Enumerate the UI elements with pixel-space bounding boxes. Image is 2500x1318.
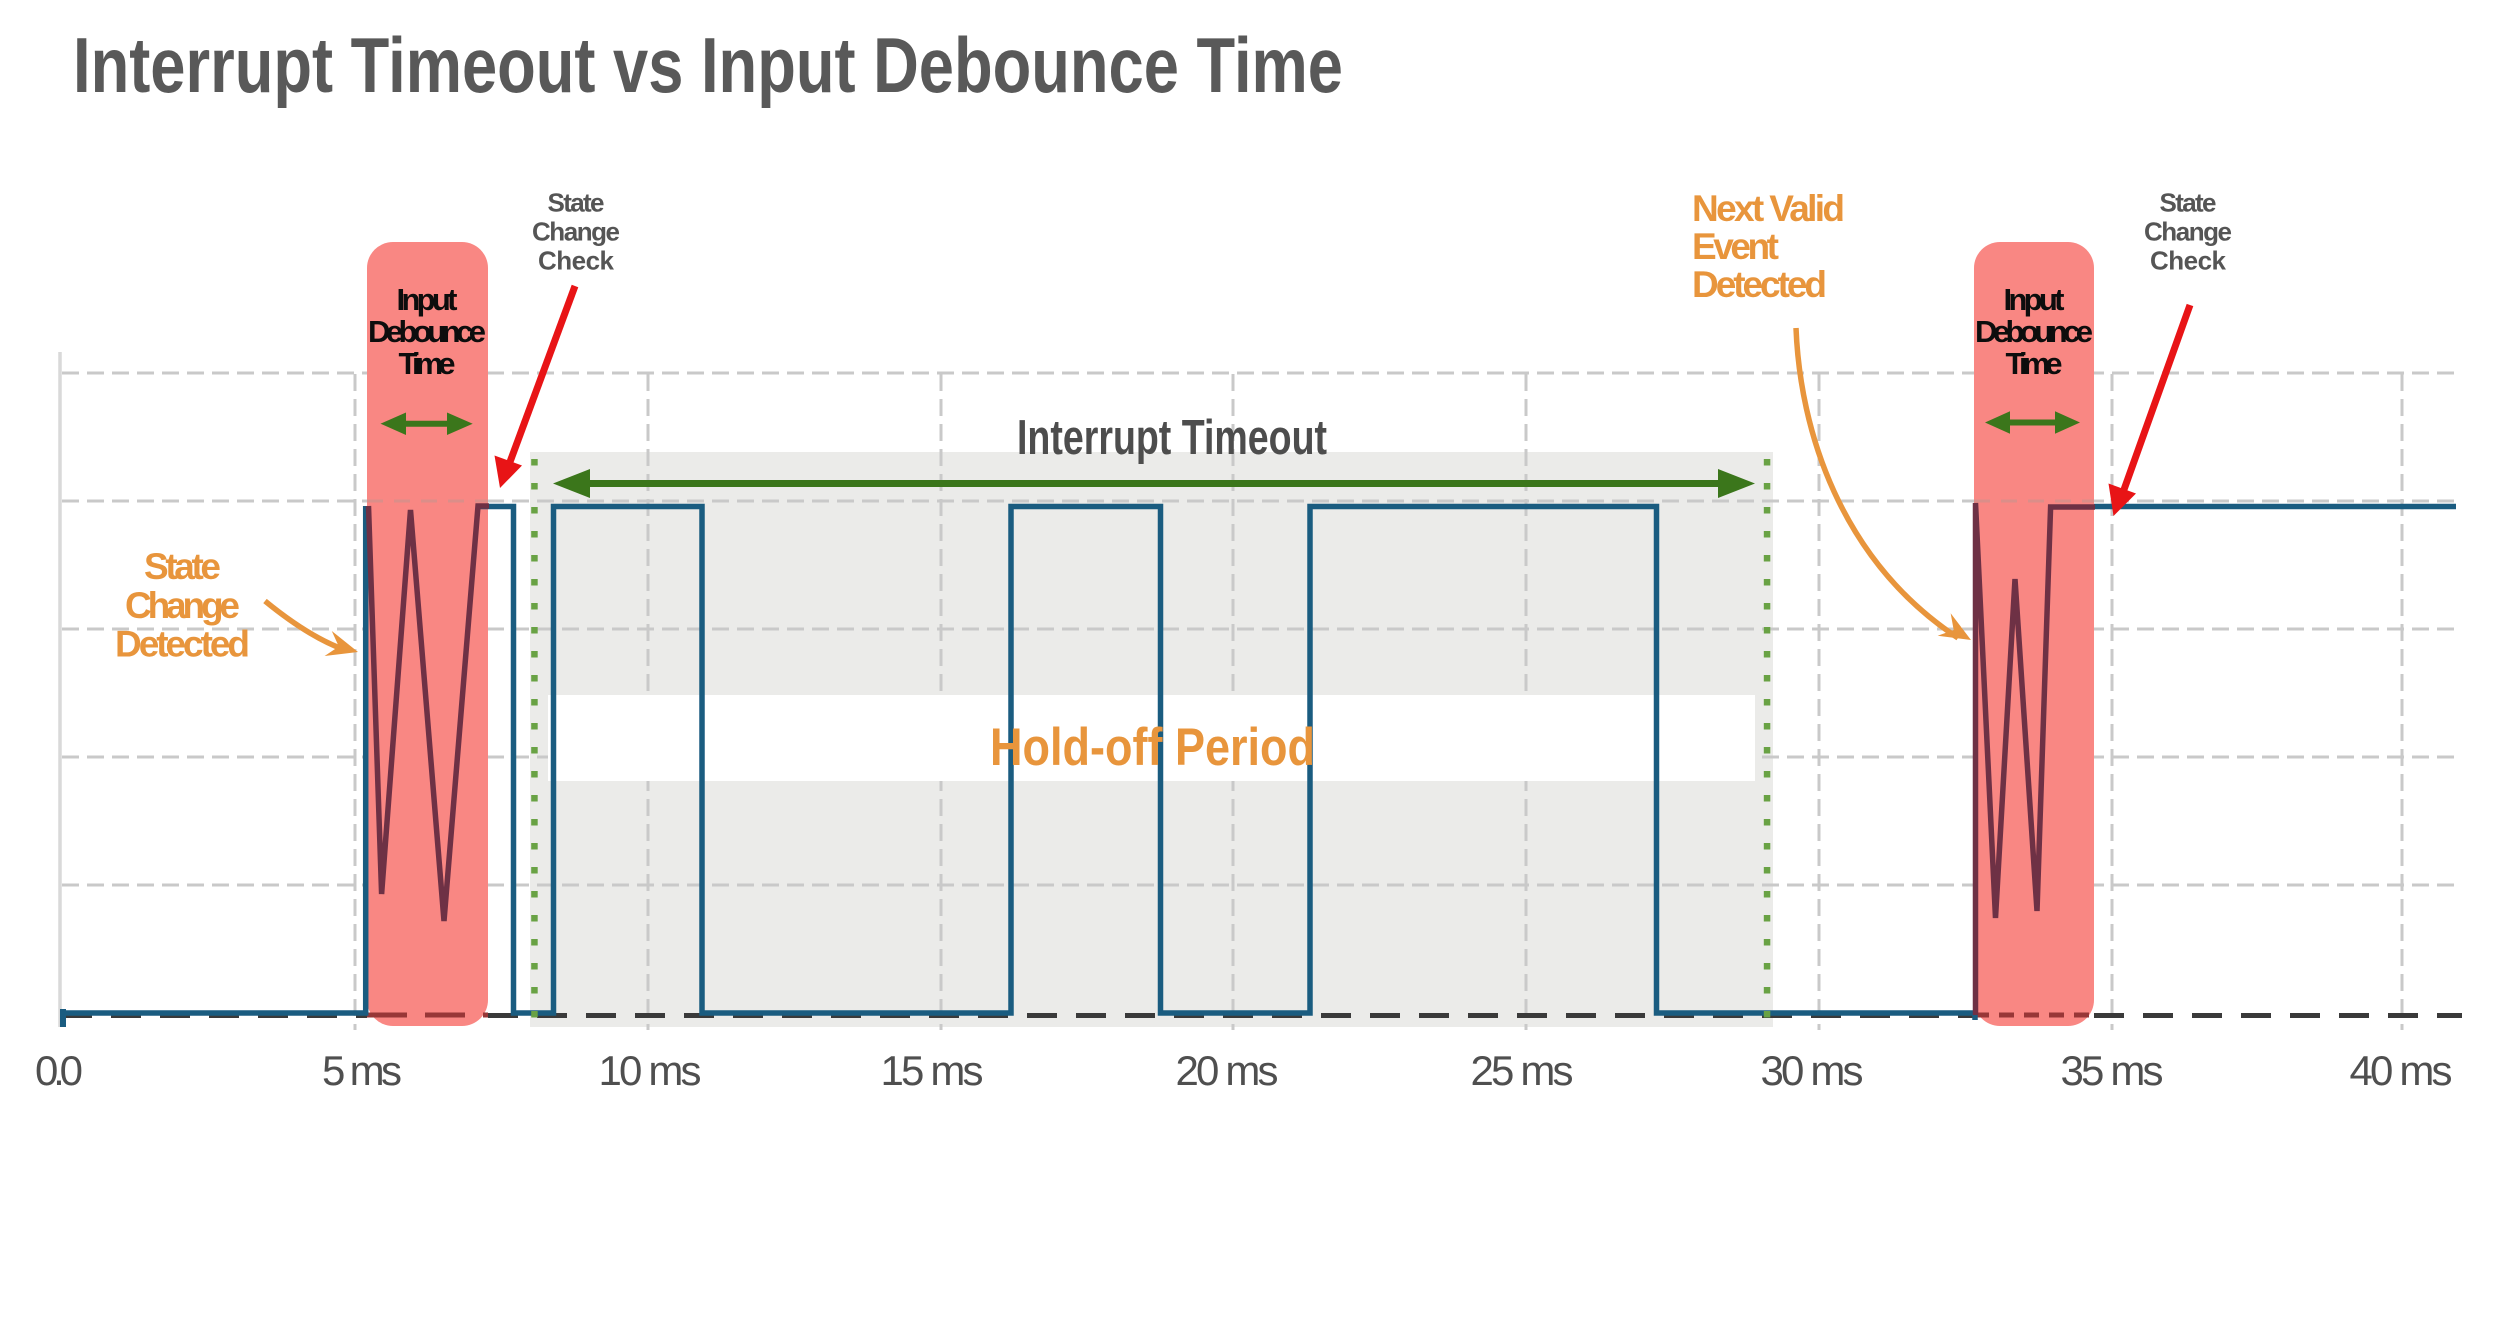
svg-text:Input: Input xyxy=(2004,282,2065,317)
svg-text:35 ms: 35 ms xyxy=(2061,1047,2164,1094)
svg-text:Interrupt Timeout vs Input Deb: Interrupt Timeout vs Input Debounce Time xyxy=(73,21,1343,109)
svg-text:Event: Event xyxy=(1692,226,1779,267)
svg-text:10 ms: 10 ms xyxy=(599,1047,702,1094)
svg-text:Hold-off Period: Hold-off Period xyxy=(990,718,1315,777)
svg-text:State: State xyxy=(2160,188,2217,218)
svg-text:State: State xyxy=(548,188,605,218)
svg-text:Change: Change xyxy=(532,217,620,247)
svg-text:Input: Input xyxy=(397,282,458,317)
svg-text:Detected: Detected xyxy=(1692,264,1827,305)
svg-text:20 ms: 20 ms xyxy=(1176,1047,1279,1094)
svg-text:0.0: 0.0 xyxy=(35,1047,83,1094)
svg-text:Change: Change xyxy=(2144,217,2232,247)
svg-text:Time: Time xyxy=(2006,346,2063,381)
svg-text:5 ms: 5 ms xyxy=(322,1047,402,1094)
svg-text:30 ms: 30 ms xyxy=(1761,1047,1864,1094)
svg-text:Change: Change xyxy=(125,585,240,626)
svg-text:40 ms: 40 ms xyxy=(2350,1047,2453,1094)
svg-text:Debounce: Debounce xyxy=(368,314,486,349)
svg-text:Time: Time xyxy=(399,346,456,381)
svg-text:Next Valid: Next Valid xyxy=(1692,188,1845,229)
svg-text:Check: Check xyxy=(2150,246,2227,276)
svg-text:15 ms: 15 ms xyxy=(881,1047,984,1094)
svg-text:Interrupt Timeout: Interrupt Timeout xyxy=(1017,411,1327,465)
svg-text:State: State xyxy=(144,546,221,587)
svg-text:Check: Check xyxy=(538,246,615,276)
svg-text:Detected: Detected xyxy=(115,624,250,665)
svg-text:25 ms: 25 ms xyxy=(1471,1047,1574,1094)
svg-text:Debounce: Debounce xyxy=(1975,314,2093,349)
